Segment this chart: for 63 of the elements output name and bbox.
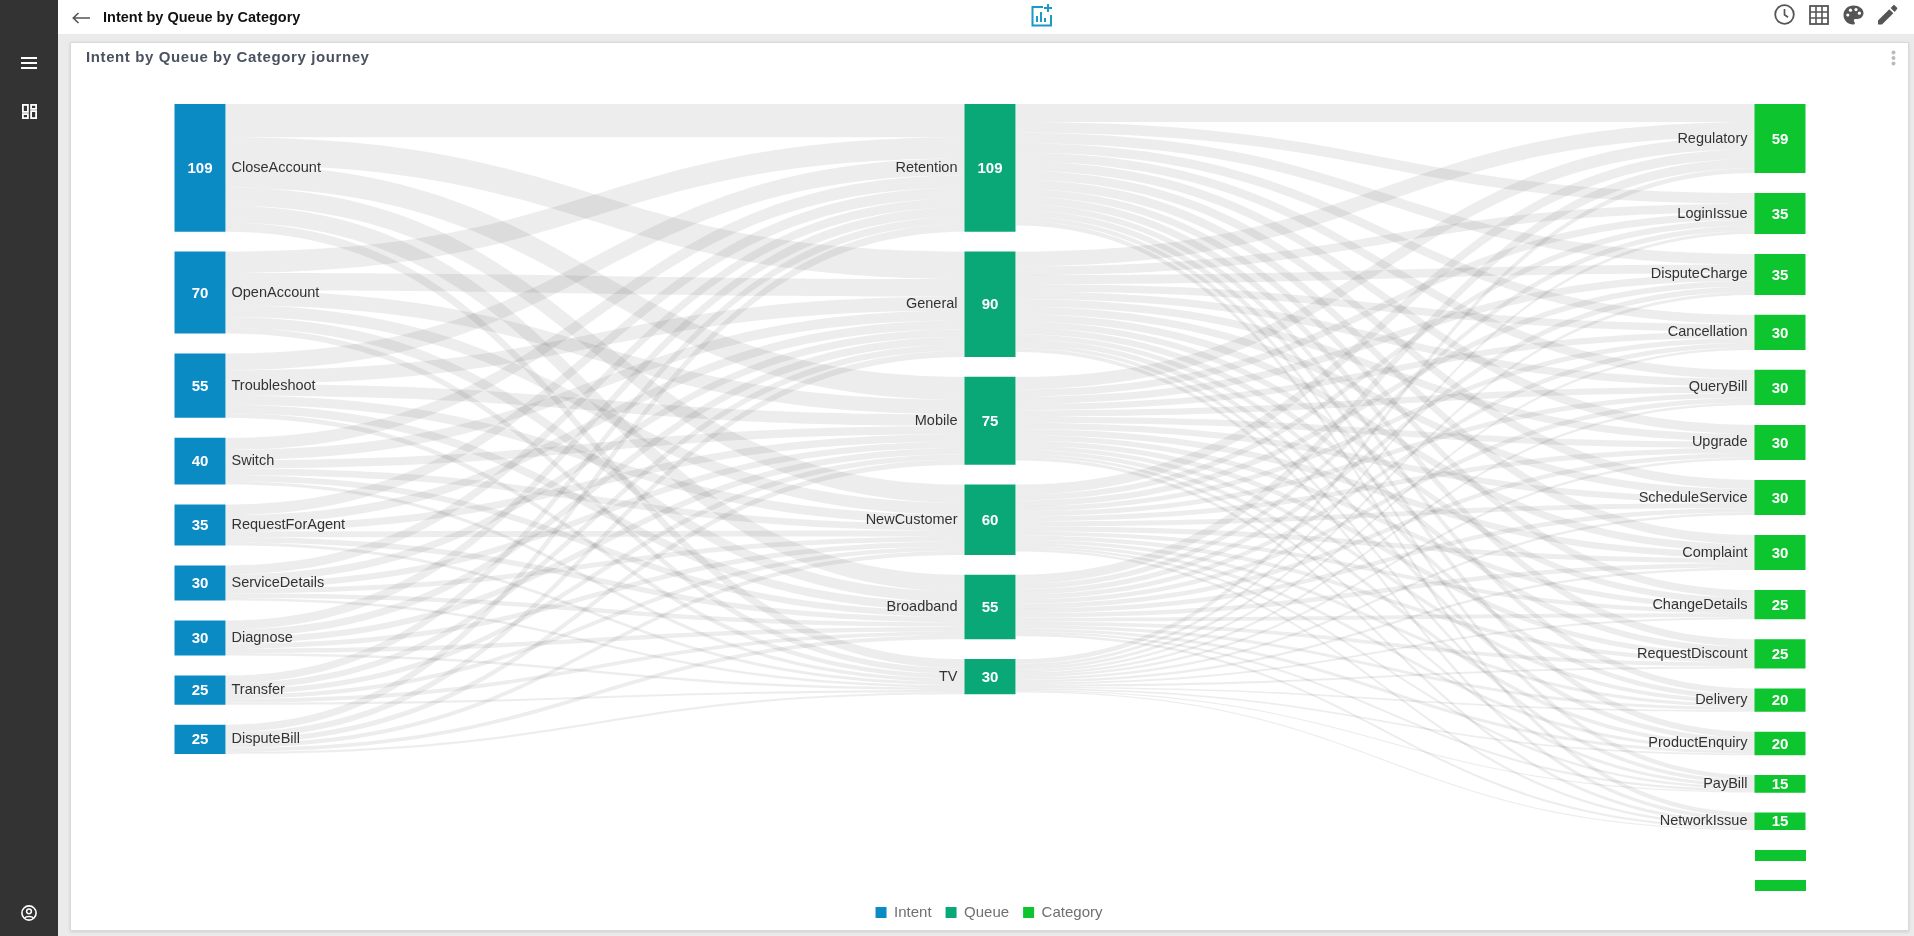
category-label: Regulatory: [1677, 129, 1749, 146]
data-label: 30: [1771, 488, 1789, 506]
data-label: 30: [191, 629, 209, 647]
data-label: 25: [1771, 595, 1789, 613]
data-label: 55: [981, 598, 999, 616]
data-label: 15: [1771, 774, 1789, 792]
data-label: 60: [981, 510, 999, 528]
category-label: DisputeCharge: [1650, 265, 1748, 282]
category-label: TV: [938, 667, 958, 684]
category-label: Cancellation: [1667, 323, 1748, 340]
category-label: Mobile: [914, 411, 958, 428]
category-label: General: [905, 295, 958, 312]
data-label: 35: [1771, 265, 1789, 283]
data-label: 35: [1771, 204, 1789, 222]
category-label: Delivery: [1695, 691, 1749, 708]
data-label: 25: [191, 730, 209, 748]
data-label: 25: [1771, 644, 1789, 662]
data-label: 30: [1771, 378, 1789, 396]
data-label: 40: [191, 452, 209, 470]
category-label: NewCustomer: [865, 510, 958, 527]
data-label: 15: [1771, 812, 1789, 830]
category-label: Switch: [231, 452, 275, 469]
category-label: ProductEnquiry: [1648, 734, 1749, 751]
text: Intent by Queue by Category journey: [86, 47, 370, 67]
text: Intent by Queue by Category: [103, 8, 301, 27]
category-label: OpenAccount: [231, 283, 320, 300]
legend-label: Intent: [894, 902, 933, 920]
data-label: 55: [191, 376, 209, 394]
category-label: Transfer: [231, 681, 286, 698]
legend-label: Category: [1041, 902, 1103, 920]
category-label: Retention: [895, 158, 958, 175]
category-label: ScheduleService: [1638, 488, 1748, 505]
data-label: 30: [1771, 323, 1789, 341]
category-label: CloseAccount: [231, 158, 321, 175]
data-label: 75: [981, 411, 999, 429]
category-label: Upgrade: [1691, 433, 1748, 450]
category-label: ServiceDetails: [231, 573, 325, 590]
category-label: ChangeDetails: [1652, 595, 1748, 612]
data-label: 25: [191, 681, 209, 699]
data-label: 30: [1771, 433, 1789, 451]
data-label: 35: [191, 516, 209, 534]
data-label: 59: [1771, 129, 1789, 147]
data-label: 109: [977, 158, 1003, 176]
category-label: DisputeBill: [231, 730, 300, 747]
category-label: Broadband: [886, 598, 958, 614]
category-label: RequestDiscount: [1637, 644, 1748, 661]
category-label: Complaint: [1682, 543, 1748, 560]
category-label: PayBill: [1703, 774, 1748, 791]
category-label: QueryBill: [1688, 378, 1748, 395]
category-label: NetworkIssue: [1659, 812, 1748, 829]
category-label: Troubleshoot: [231, 376, 316, 393]
category-label: RequestForAgent: [231, 516, 346, 533]
category-label: LoginIssue: [1677, 204, 1748, 221]
category-label: Diagnose: [231, 629, 293, 646]
legend-label: Queue: [964, 902, 1010, 920]
data-label: 30: [191, 574, 209, 592]
data-label: 30: [981, 667, 999, 685]
data-label: 20: [1771, 691, 1789, 709]
data-label: 109: [187, 158, 213, 176]
data-label: 90: [981, 295, 999, 313]
data-label: 20: [1771, 734, 1789, 752]
data-label: 70: [191, 283, 209, 301]
data-label: 30: [1771, 543, 1789, 561]
